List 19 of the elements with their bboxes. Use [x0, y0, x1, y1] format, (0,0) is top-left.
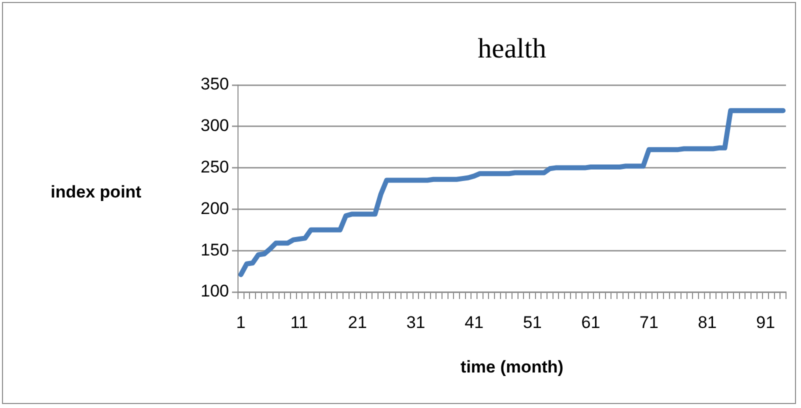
- y-tick-label: 350: [200, 74, 229, 94]
- y-tick-label: 200: [200, 198, 229, 218]
- y-tick-label: 300: [200, 116, 229, 136]
- y-tick-label: 100: [200, 282, 229, 301]
- x-tick-label: 71: [640, 312, 658, 332]
- y-axis-title: index point: [50, 182, 142, 202]
- chart-title: health: [478, 33, 546, 64]
- x-axis-title: time (month): [460, 358, 564, 377]
- x-tick-label: 91: [756, 312, 776, 332]
- x-tick-label: 11: [290, 312, 308, 332]
- x-tick-label: 41: [464, 312, 484, 332]
- x-tick-label: 81: [698, 312, 717, 332]
- x-tick-label: 21: [348, 312, 367, 332]
- x-tick-label: 61: [581, 312, 600, 332]
- x-tick-label: 31: [406, 312, 426, 332]
- x-tick-label: 1: [236, 312, 246, 332]
- x-tick-label: 51: [522, 312, 542, 332]
- y-tick-label: 250: [200, 157, 229, 176]
- y-tick-label: 150: [200, 240, 229, 260]
